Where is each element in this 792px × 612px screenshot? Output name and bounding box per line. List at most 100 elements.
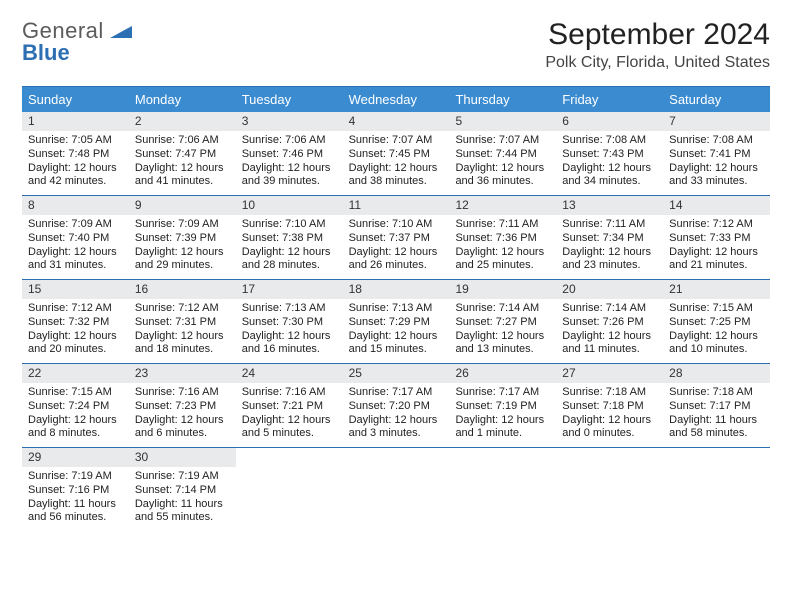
sunrise-line: Sunrise: 7:10 AM (349, 218, 444, 232)
sunset-line: Sunset: 7:32 PM (28, 316, 123, 330)
daylight-line: Daylight: 12 hours and 8 minutes. (28, 414, 123, 442)
daylight-line: Daylight: 12 hours and 3 minutes. (349, 414, 444, 442)
sunset-line: Sunset: 7:14 PM (135, 484, 230, 498)
sunset-line: Sunset: 7:23 PM (135, 400, 230, 414)
daylight-line: Daylight: 12 hours and 36 minutes. (455, 162, 550, 190)
sunrise-line: Sunrise: 7:09 AM (135, 218, 230, 232)
day-cell: 19Sunrise: 7:14 AMSunset: 7:27 PMDayligh… (449, 280, 556, 363)
day-cell: 18Sunrise: 7:13 AMSunset: 7:29 PMDayligh… (343, 280, 450, 363)
day-cell: 9Sunrise: 7:09 AMSunset: 7:39 PMDaylight… (129, 196, 236, 279)
day-cell: 20Sunrise: 7:14 AMSunset: 7:26 PMDayligh… (556, 280, 663, 363)
daylight-line: Daylight: 12 hours and 41 minutes. (135, 162, 230, 190)
sunset-line: Sunset: 7:45 PM (349, 148, 444, 162)
week-row: 29Sunrise: 7:19 AMSunset: 7:16 PMDayligh… (22, 448, 770, 531)
day-cell: 1Sunrise: 7:05 AMSunset: 7:48 PMDaylight… (22, 112, 129, 195)
sunrise-line: Sunrise: 7:16 AM (135, 386, 230, 400)
day-number: 11 (343, 196, 450, 215)
day-cell: 4Sunrise: 7:07 AMSunset: 7:45 PMDaylight… (343, 112, 450, 195)
sunset-line: Sunset: 7:24 PM (28, 400, 123, 414)
day-cell: 2Sunrise: 7:06 AMSunset: 7:47 PMDaylight… (129, 112, 236, 195)
day-number: 15 (22, 280, 129, 299)
sunrise-line: Sunrise: 7:11 AM (562, 218, 657, 232)
day-cell: 6Sunrise: 7:08 AMSunset: 7:43 PMDaylight… (556, 112, 663, 195)
empty-cell (343, 448, 450, 531)
day-cell: 27Sunrise: 7:18 AMSunset: 7:18 PMDayligh… (556, 364, 663, 447)
day-number: 25 (343, 364, 450, 383)
sunset-line: Sunset: 7:47 PM (135, 148, 230, 162)
sunset-line: Sunset: 7:25 PM (669, 316, 764, 330)
day-number: 8 (22, 196, 129, 215)
daylight-line: Daylight: 12 hours and 0 minutes. (562, 414, 657, 442)
daylight-line: Daylight: 12 hours and 38 minutes. (349, 162, 444, 190)
daylight-line: Daylight: 11 hours and 56 minutes. (28, 498, 123, 526)
brand-triangle-icon (110, 22, 132, 43)
sunrise-line: Sunrise: 7:14 AM (455, 302, 550, 316)
day-cell: 13Sunrise: 7:11 AMSunset: 7:34 PMDayligh… (556, 196, 663, 279)
daylight-line: Daylight: 12 hours and 42 minutes. (28, 162, 123, 190)
sunset-line: Sunset: 7:26 PM (562, 316, 657, 330)
day-number: 14 (663, 196, 770, 215)
sunrise-line: Sunrise: 7:06 AM (242, 134, 337, 148)
daylight-line: Daylight: 12 hours and 21 minutes. (669, 246, 764, 274)
daylight-line: Daylight: 12 hours and 34 minutes. (562, 162, 657, 190)
sunset-line: Sunset: 7:40 PM (28, 232, 123, 246)
daylight-line: Daylight: 11 hours and 55 minutes. (135, 498, 230, 526)
day-cell: 5Sunrise: 7:07 AMSunset: 7:44 PMDaylight… (449, 112, 556, 195)
day-number: 18 (343, 280, 450, 299)
sunrise-line: Sunrise: 7:10 AM (242, 218, 337, 232)
empty-cell (449, 448, 556, 531)
location-text: Polk City, Florida, United States (545, 54, 770, 72)
sunrise-line: Sunrise: 7:12 AM (669, 218, 764, 232)
daylight-line: Daylight: 11 hours and 58 minutes. (669, 414, 764, 442)
header-row: General Blue September 2024 Polk City, F… (22, 18, 770, 72)
daylight-line: Daylight: 12 hours and 11 minutes. (562, 330, 657, 358)
sunset-line: Sunset: 7:19 PM (455, 400, 550, 414)
daylight-line: Daylight: 12 hours and 13 minutes. (455, 330, 550, 358)
daylight-line: Daylight: 12 hours and 33 minutes. (669, 162, 764, 190)
dow-header-sunday: Sunday (22, 87, 129, 112)
day-number: 10 (236, 196, 343, 215)
sunset-line: Sunset: 7:38 PM (242, 232, 337, 246)
dow-header-friday: Friday (556, 87, 663, 112)
day-cell: 23Sunrise: 7:16 AMSunset: 7:23 PMDayligh… (129, 364, 236, 447)
day-number: 27 (556, 364, 663, 383)
sunrise-line: Sunrise: 7:08 AM (562, 134, 657, 148)
sunrise-line: Sunrise: 7:13 AM (242, 302, 337, 316)
brand-word2: Blue (22, 40, 70, 65)
day-cell: 30 Sunrise: 7:19 AMSunset: 7:14 PMDayligh… (129, 448, 236, 531)
sunrise-line: Sunrise: 7:13 AM (349, 302, 444, 316)
sunrise-line: Sunrise: 7:07 AM (455, 134, 550, 148)
day-cell: 12Sunrise: 7:11 AMSunset: 7:36 PMDayligh… (449, 196, 556, 279)
daylight-line: Daylight: 12 hours and 23 minutes. (562, 246, 657, 274)
day-number: 29 (22, 448, 129, 467)
brand-logo: General Blue (22, 18, 132, 70)
month-title: September 2024 (545, 18, 770, 52)
day-number: 12 (449, 196, 556, 215)
sunset-line: Sunset: 7:41 PM (669, 148, 764, 162)
dow-header-thursday: Thursday (449, 87, 556, 112)
day-number: 19 (449, 280, 556, 299)
day-number: 24 (236, 364, 343, 383)
daylight-line: Daylight: 12 hours and 5 minutes. (242, 414, 337, 442)
day-cell: 8Sunrise: 7:09 AMSunset: 7:40 PMDaylight… (22, 196, 129, 279)
sunrise-line: Sunrise: 7:19 AM (135, 470, 230, 484)
sunset-line: Sunset: 7:48 PM (28, 148, 123, 162)
sunrise-line: Sunrise: 7:18 AM (669, 386, 764, 400)
empty-cell (556, 448, 663, 531)
sunrise-line: Sunrise: 7:17 AM (455, 386, 550, 400)
sunset-line: Sunset: 7:39 PM (135, 232, 230, 246)
calendar: SundayMondayTuesdayWednesdayThursdayFrid… (22, 86, 770, 531)
dow-header-wednesday: Wednesday (343, 87, 450, 112)
sunset-line: Sunset: 7:37 PM (349, 232, 444, 246)
day-number: 16 (129, 280, 236, 299)
sunrise-line: Sunrise: 7:15 AM (28, 386, 123, 400)
day-cell: 25Sunrise: 7:17 AMSunset: 7:20 PMDayligh… (343, 364, 450, 447)
day-cell: 7Sunrise: 7:08 AMSunset: 7:41 PMDaylight… (663, 112, 770, 195)
day-number: 28 (663, 364, 770, 383)
sunset-line: Sunset: 7:16 PM (28, 484, 123, 498)
sunrise-line: Sunrise: 7:08 AM (669, 134, 764, 148)
day-number: 30 (129, 448, 236, 467)
day-number: 26 (449, 364, 556, 383)
day-cell: 22Sunrise: 7:15 AMSunset: 7:24 PMDayligh… (22, 364, 129, 447)
sunrise-line: Sunrise: 7:05 AM (28, 134, 123, 148)
